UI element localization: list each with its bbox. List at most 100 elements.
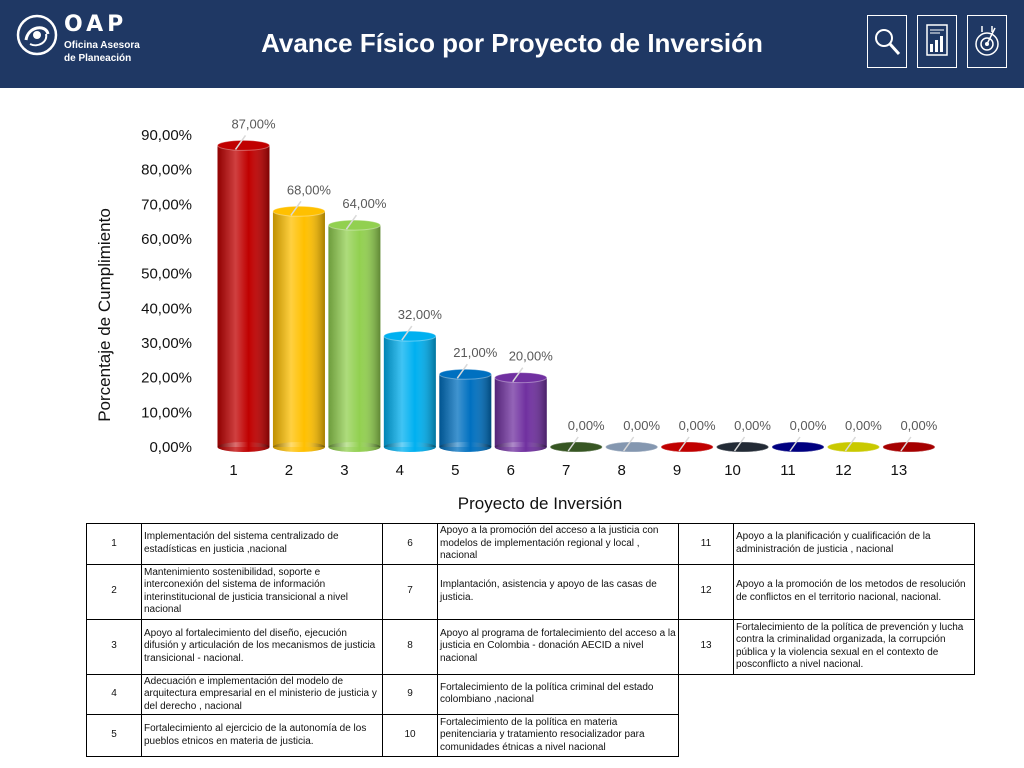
project-description: Apoyo a la promoción de los metodos de r… <box>733 563 975 620</box>
data-label-leader <box>512 367 524 383</box>
data-label-leader <box>401 325 413 341</box>
data-label-2: 68,00% <box>287 182 332 197</box>
project-description: Fortalecimiento de la política criminal … <box>437 673 679 715</box>
project-number: 10 <box>382 714 438 757</box>
y-tick-label: 20,00% <box>141 370 192 387</box>
page-title: Avance Físico por Proyecto de Inversión <box>261 28 763 58</box>
data-label-leader <box>567 436 579 452</box>
project-number: 7 <box>382 563 438 620</box>
y-tick-label: 40,00% <box>141 300 192 317</box>
project-number: 4 <box>86 673 142 715</box>
project-number: 6 <box>382 523 438 565</box>
data-label-leader <box>234 134 247 150</box>
data-label-8: 0,00% <box>623 418 660 433</box>
bar-3 <box>327 219 381 452</box>
data-label-leader <box>345 214 358 230</box>
y-tick-label: 60,00% <box>141 231 192 248</box>
search-document-icon[interactable] <box>867 15 907 68</box>
bar-2 <box>272 205 326 452</box>
data-label-leader <box>623 436 635 452</box>
x-tick-label: 8 <box>617 462 625 479</box>
project-description: Implementación del sistema centralizado … <box>141 523 383 565</box>
x-tick-label: 13 <box>891 462 908 479</box>
x-tick-label: 7 <box>562 462 570 479</box>
bar-12 <box>826 441 880 453</box>
x-tick-label: 6 <box>507 462 515 479</box>
y-tick-label: 70,00% <box>141 196 192 213</box>
data-label-7: 0,00% <box>568 418 605 433</box>
data-label-leader <box>290 200 302 216</box>
table-row: 4 Adecuación e implementación del modelo … <box>86 673 975 715</box>
table-row: 2 Mantenimiento sostenibilidad, soporte e… <box>86 563 975 620</box>
project-description: Fortalecimiento de la política de preven… <box>733 618 975 675</box>
y-tick-label: 90,00% <box>141 127 192 144</box>
data-label-leader <box>733 436 746 452</box>
project-legend-table: 1 Implementación del sistema centralizado… <box>86 523 975 757</box>
data-label-11: 0,00% <box>790 418 827 433</box>
logo-line-1: Oficina Asesora <box>64 40 140 51</box>
project-number: 8 <box>382 618 438 675</box>
x-tick-label: 12 <box>835 462 852 479</box>
project-number: 2 <box>86 563 142 620</box>
data-label-leader <box>678 436 690 452</box>
project-number: 5 <box>86 714 142 757</box>
project-description: Fortalecimiento de la política en materi… <box>437 714 679 757</box>
y-tick-label: 0,00% <box>149 439 192 456</box>
project-number: 9 <box>382 673 438 715</box>
empty-cell <box>679 674 975 715</box>
data-label-13: 0,00% <box>900 418 937 433</box>
bar-9 <box>660 441 714 453</box>
data-label-10: 0,00% <box>734 418 771 433</box>
y-tick-label: 10,00% <box>141 404 192 421</box>
logo-acronym: OAP <box>64 12 128 37</box>
oap-logo: OAP Oficina Asesora de Planeación <box>16 12 146 72</box>
data-label-5: 21,00% <box>453 345 498 360</box>
project-description: Apoyo al programa de fortalecimiento del… <box>437 618 679 675</box>
project-description: Apoyo al fortalecimiento del diseño, eje… <box>141 618 383 675</box>
bar-1 <box>217 139 270 452</box>
data-label-12: 0,00% <box>845 418 882 433</box>
data-label-3: 64,00% <box>342 196 387 211</box>
bar-7 <box>549 441 603 453</box>
project-description: Mantenimiento sostenibilidad, soporte e … <box>141 563 383 620</box>
x-tick-label: 2 <box>285 462 293 479</box>
project-description: Adecuación e implementación del modelo d… <box>141 673 383 715</box>
x-tick-label: 5 <box>451 462 459 479</box>
x-tick-label: 10 <box>724 462 741 479</box>
y-tick-label: 30,00% <box>141 335 192 352</box>
data-label-6: 20,00% <box>509 349 554 364</box>
table-row: 5 Fortalecimiento al ejercicio de la auto… <box>86 714 975 757</box>
project-number: 3 <box>86 618 142 675</box>
header-bar: OAP Oficina Asesora de Planeación Avance… <box>0 0 1024 88</box>
bar-chart: 0,00%10,00%20,00%30,00%40,00%50,00%60,00… <box>95 116 938 513</box>
y-tick-label: 50,00% <box>141 266 192 283</box>
x-tick-label: 4 <box>396 462 404 479</box>
logo-line-2: de Planeación <box>64 53 132 64</box>
bar-4 <box>383 330 437 452</box>
data-label-leader <box>900 436 912 452</box>
project-number: 1 <box>86 523 142 565</box>
x-axis-title: Proyecto de Inversión <box>458 494 622 513</box>
x-tick-label: 9 <box>673 462 681 479</box>
x-tick-label: 3 <box>340 462 348 479</box>
y-axis-title: Porcentaje de Cumplimiento <box>95 208 114 422</box>
project-number: 12 <box>678 563 734 620</box>
bar-6 <box>494 372 548 452</box>
data-label-1: 87,00% <box>231 116 276 131</box>
data-label-leader <box>456 363 468 379</box>
project-number: 13 <box>678 618 734 675</box>
project-description: Apoyo a la promoción del acceso a la jus… <box>437 523 679 565</box>
data-label-leader <box>844 436 857 452</box>
bar-13 <box>882 441 936 453</box>
data-label-9: 0,00% <box>679 418 716 433</box>
data-label-4: 32,00% <box>398 307 443 322</box>
y-tick-label: 80,00% <box>141 162 192 179</box>
project-description: Apoyo a la planificación y cualificación… <box>733 523 975 565</box>
target-icon[interactable] <box>967 15 1007 68</box>
table-row: 3 Apoyo al fortalecimiento del diseño, ej… <box>86 618 975 675</box>
report-chart-icon[interactable] <box>917 15 957 68</box>
bar-5 <box>438 368 492 452</box>
project-number: 11 <box>678 523 734 565</box>
data-label-leader <box>789 436 801 452</box>
x-tick-label: 11 <box>780 462 796 479</box>
